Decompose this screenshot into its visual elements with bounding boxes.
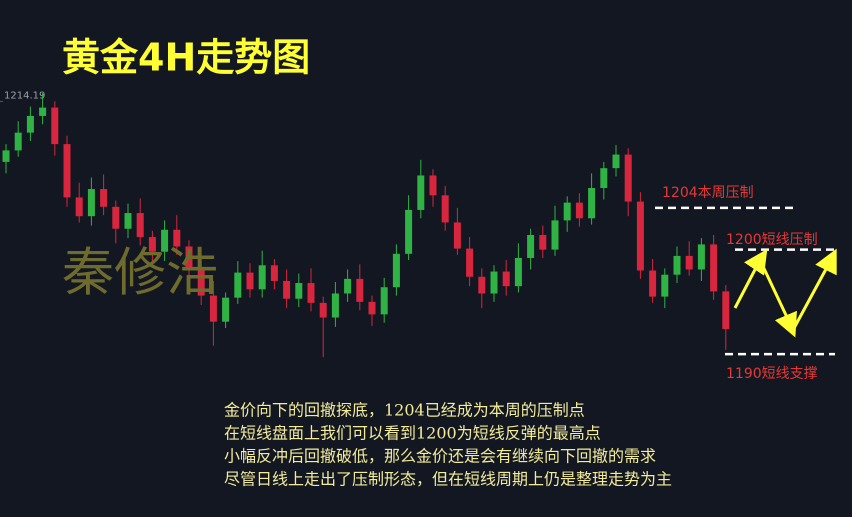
candle-body — [75, 197, 83, 217]
candle-body — [307, 283, 315, 303]
candle-body — [575, 202, 583, 219]
candle-body — [246, 272, 254, 290]
candle-body — [563, 202, 571, 221]
candle-body — [51, 107, 59, 145]
chart-title: 黄金4H走势图 — [62, 36, 310, 80]
candle-body — [161, 229, 169, 252]
candle-body — [697, 244, 705, 270]
forecast-arrow — [733, 256, 834, 334]
candle-body — [417, 175, 425, 210]
candle-body — [539, 235, 547, 250]
candle-body — [722, 291, 730, 329]
candle-body — [685, 255, 693, 270]
candle-body — [661, 274, 669, 297]
arrow-head — [744, 249, 768, 276]
candle-body — [14, 132, 22, 151]
y-tick-label: 1214.19 — [4, 90, 45, 101]
candle-body — [87, 189, 95, 217]
candle-body — [441, 195, 449, 223]
candle-body — [588, 188, 596, 219]
candle-body — [112, 206, 120, 229]
candle-body — [100, 189, 108, 207]
note-line: 在短线盘面上我们可以看到1200为短线反弹的最高点 — [224, 424, 601, 443]
candle-body — [649, 270, 657, 297]
candle-body — [39, 107, 47, 116]
candle-body — [527, 235, 535, 258]
candle-body — [319, 302, 327, 318]
candle-body — [636, 201, 644, 271]
candle-body — [283, 280, 291, 299]
candle-body — [124, 213, 132, 229]
candle-body — [173, 229, 181, 247]
candle-body — [209, 295, 217, 322]
note-line: 尽管日线上走出了压制形态，但在短线周期上仍是整理走势为主 — [224, 470, 672, 489]
candle-body — [453, 222, 461, 249]
candle-body — [356, 278, 364, 302]
candle-body — [710, 244, 718, 292]
candle-body — [331, 293, 339, 318]
candle-body — [673, 255, 681, 275]
candle-body — [2, 150, 10, 162]
watermark: 秦修浩 — [62, 244, 218, 304]
candle-body — [551, 220, 559, 250]
candle-body — [270, 265, 278, 281]
candle-body — [222, 297, 230, 322]
candle-body — [295, 283, 303, 299]
candle-body — [478, 276, 486, 294]
level-label: 1204本周压制 — [662, 185, 754, 201]
candle-body — [490, 271, 498, 294]
candle-body — [258, 265, 266, 290]
level-label: 1200短线压制 — [726, 232, 818, 248]
arrow-head — [774, 310, 797, 338]
candle-body — [148, 237, 156, 252]
candle-body — [344, 278, 352, 294]
candle-body — [466, 248, 474, 277]
level-label: 1190短线支撑 — [726, 366, 818, 382]
candle-body — [63, 144, 71, 198]
candle-body — [514, 257, 522, 287]
note-line: 小幅反冲后回撤破低，那么金价还是会有继续向下回撤的需求 — [224, 447, 656, 466]
candle-body — [136, 213, 144, 238]
candle-body — [405, 209, 413, 254]
candle-body — [368, 301, 376, 315]
candle-body — [392, 253, 400, 288]
note-line: 金价向下的回撤探底，1204已经成为本周的压制点 — [224, 401, 585, 420]
candle-body — [26, 115, 34, 133]
candle-body — [380, 287, 388, 315]
candle-body — [600, 168, 608, 188]
candle-body — [185, 246, 193, 269]
candle-body — [197, 268, 205, 296]
candle-body — [429, 175, 437, 196]
arrow-head — [815, 248, 837, 276]
candle-body — [612, 154, 620, 169]
candle-body — [502, 271, 510, 287]
candle-body — [234, 272, 242, 298]
candle-body — [624, 154, 632, 202]
